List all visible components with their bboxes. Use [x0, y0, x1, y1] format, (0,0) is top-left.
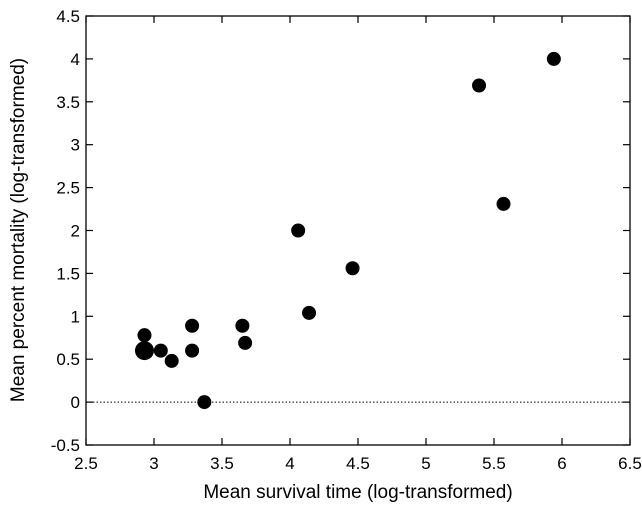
x-tick-label: 6.5: [618, 454, 642, 473]
y-tick-label: 0: [71, 393, 80, 412]
data-point: [134, 341, 154, 361]
x-tick-label: 5.5: [482, 454, 506, 473]
data-point: [472, 78, 487, 93]
data-point: [164, 353, 179, 368]
data-point: [302, 305, 317, 320]
y-tick-label: 2.5: [56, 179, 80, 198]
x-tick-label: 4: [285, 454, 294, 473]
x-tick-label: 2.5: [74, 454, 98, 473]
data-point: [546, 51, 561, 66]
data-point: [153, 343, 168, 358]
x-tick-label: 3.5: [210, 454, 234, 473]
y-tick-label: 4: [71, 50, 80, 69]
data-point: [185, 318, 200, 333]
data-point: [238, 335, 253, 350]
x-tick-label: 3: [149, 454, 158, 473]
x-tick-label: 5: [421, 454, 430, 473]
y-tick-label: 3.5: [56, 93, 80, 112]
data-point: [235, 318, 250, 333]
y-tick-label: 0.5: [56, 350, 80, 369]
data-point: [291, 223, 306, 238]
data-point: [137, 328, 152, 343]
x-tick-label: 4.5: [346, 454, 370, 473]
y-tick-label: 4.5: [56, 7, 80, 26]
y-axis-ticks: -0.5 0 0.5 1 1.5 2 2.5 3 3.5 4 4.5: [51, 7, 630, 455]
x-axis-ticks: 2.5 3 3.5 4 4.5 5 5.5 6 6.5: [74, 16, 642, 473]
x-tick-label: 6: [557, 454, 566, 473]
data-point: [197, 395, 212, 410]
y-tick-label: 3: [71, 136, 80, 155]
y-axis-title: Mean percent mortality (log-transformed): [8, 58, 29, 402]
data-point: [185, 343, 200, 358]
data-point: [496, 196, 511, 211]
data-points: [134, 51, 561, 410]
y-tick-label: 1: [71, 307, 80, 326]
plot-frame: [85, 15, 631, 446]
data-point: [345, 261, 360, 276]
y-tick-label: 2: [71, 222, 80, 241]
x-axis-title: Mean survival time (log-transformed): [203, 482, 512, 503]
y-tick-label: 1.5: [56, 264, 80, 283]
y-tick-label: -0.5: [51, 436, 80, 455]
